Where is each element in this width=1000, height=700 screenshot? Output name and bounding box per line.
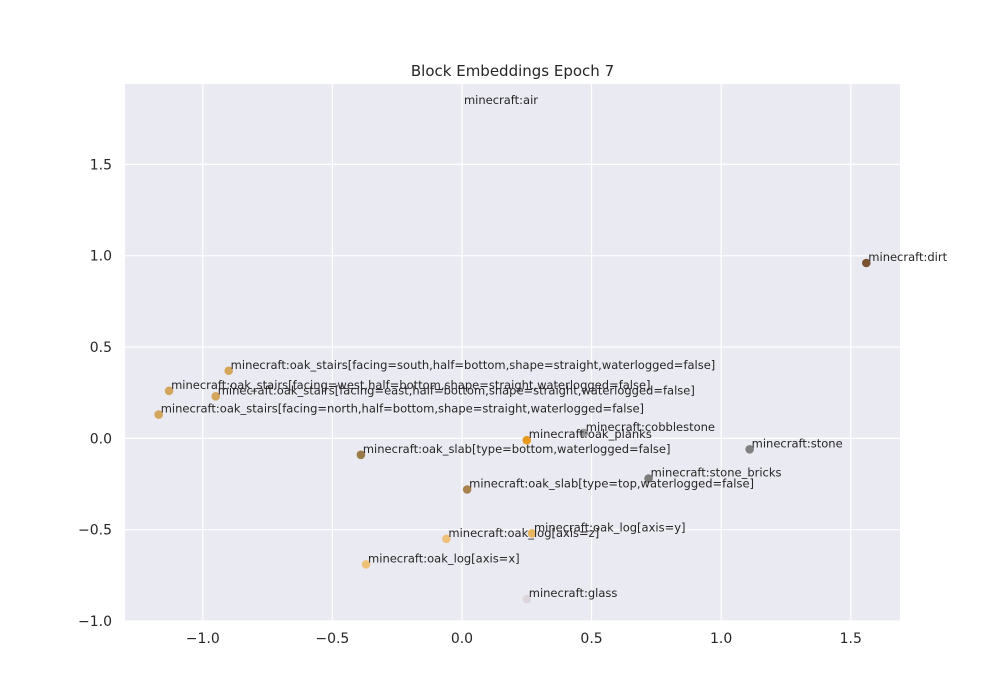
point-label: minecraft:oak_stairs[facing=east,half=bo… [218,383,695,397]
point-label: minecraft:oak_stairs[facing=west,half=bo… [171,378,650,392]
y-tick-label: 1.5 [90,157,112,173]
point-label: minecraft:dirt [868,250,947,264]
y-tick-label: 0.0 [90,431,112,447]
data-point [862,258,871,268]
y-tick-label: −0.5 [78,523,112,539]
point-label: minecraft:oak_log[axis=y] [534,520,686,534]
data-point [745,445,754,454]
x-tick-label: 1.0 [710,631,732,647]
plot-area [125,84,900,621]
gridlines [125,84,900,622]
data-points: minecraft:air minecraft:dirt minecraft:oak… [154,93,948,604]
data-point [224,366,233,376]
data-point [211,392,221,401]
data-point [361,560,371,569]
point-label: minecraft:glass [529,586,618,600]
point-label: minecraft:oak_slab[type=top,waterlogged=… [469,476,754,490]
point-label: minecraft:oak_slab[type=bottom,waterlogg… [363,442,671,456]
data-point [522,594,532,604]
point-label: minecraft:air [464,93,538,107]
x-tick-label: −1.0 [186,631,220,647]
y-tick-label: 0.5 [90,340,112,356]
point-label: minecraft:stone_bricks [651,466,782,480]
tick-labels: −1.0 −0.5 0.0 0.5 1.0 1.5 −1.0 −0.5 0.0 0.5 1.0 1.5 [78,157,862,647]
data-point [522,435,532,445]
data-point [164,386,174,396]
point-label: minecraft:oak_stairs[facing=north,half=b… [161,402,644,416]
x-tick-label: 0.0 [451,631,473,647]
point-label: minecraft:stone [752,436,843,450]
data-point [462,485,472,494]
data-point [527,529,537,538]
x-tick-label: 1.5 [840,631,862,647]
data-point [442,534,451,544]
y-tick-label: −1.0 [78,614,112,630]
y-tick-label: 1.0 [90,249,112,265]
data-point [644,474,653,483]
x-tick-label: −0.5 [315,631,349,647]
point-label: minecraft:cobblestone [586,420,715,434]
data-point [356,450,366,460]
data-point [154,410,163,419]
x-tick-label: 0.5 [580,631,602,647]
data-point [579,428,589,438]
chart-title: Block Embeddings Epoch 7 [411,62,614,80]
point-label: minecraft:oak_stairs[facing=south,half=b… [231,358,716,372]
point-label: minecraft:oak_log[axis=z] [448,526,599,540]
point-label: minecraft:oak_planks [529,427,652,441]
point-label: minecraft:oak_log[axis=x] [368,551,520,565]
